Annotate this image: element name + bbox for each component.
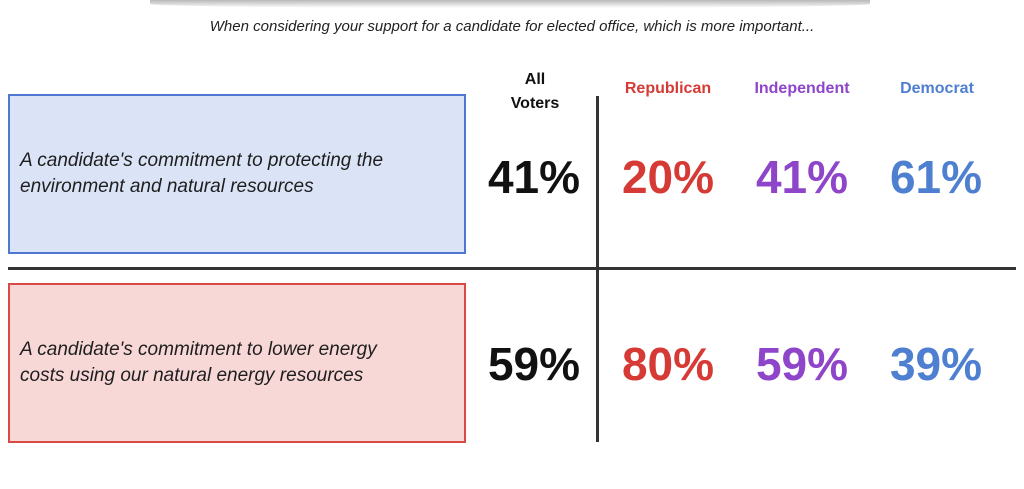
header-republican: Republican — [624, 80, 712, 97]
value-environment-all-voters: 41% — [487, 151, 581, 203]
value-environment-republican: 20% — [621, 151, 715, 203]
value-energy-independent: 59% — [755, 338, 849, 390]
option-energy-line1: A candidate's commitment to lower energy — [20, 339, 377, 360]
option-environment-line1: A candidate's commitment to protecting t… — [20, 150, 384, 171]
horizontal-divider — [8, 267, 1016, 270]
value-energy-democrat: 39% — [889, 338, 983, 390]
option-environment-box: A candidate's commitment to protecting t… — [8, 94, 466, 254]
survey-question: When considering your support for a cand… — [209, 18, 815, 35]
top-decorative-shade — [150, 0, 870, 8]
value-environment-independent: 41% — [755, 151, 849, 203]
header-democrat: Democrat — [900, 80, 974, 97]
option-environment-line2: environment and natural resources — [20, 176, 314, 197]
header-all-voters-line2: Voters — [510, 95, 560, 112]
option-energy-label: A candidate's commitment to lower energy… — [20, 337, 377, 389]
header-all-voters: All Voters — [490, 68, 580, 116]
option-environment-label: A candidate's commitment to protecting t… — [20, 148, 383, 200]
option-energy-box: A candidate's commitment to lower energy… — [8, 283, 466, 443]
option-energy-line2: costs using our natural energy resources — [20, 365, 364, 386]
value-energy-republican: 80% — [621, 338, 715, 390]
header-all-voters-line1: All — [524, 71, 546, 88]
value-environment-democrat: 61% — [889, 151, 983, 203]
header-independent: Independent — [754, 80, 850, 97]
value-energy-all-voters: 59% — [487, 338, 581, 390]
